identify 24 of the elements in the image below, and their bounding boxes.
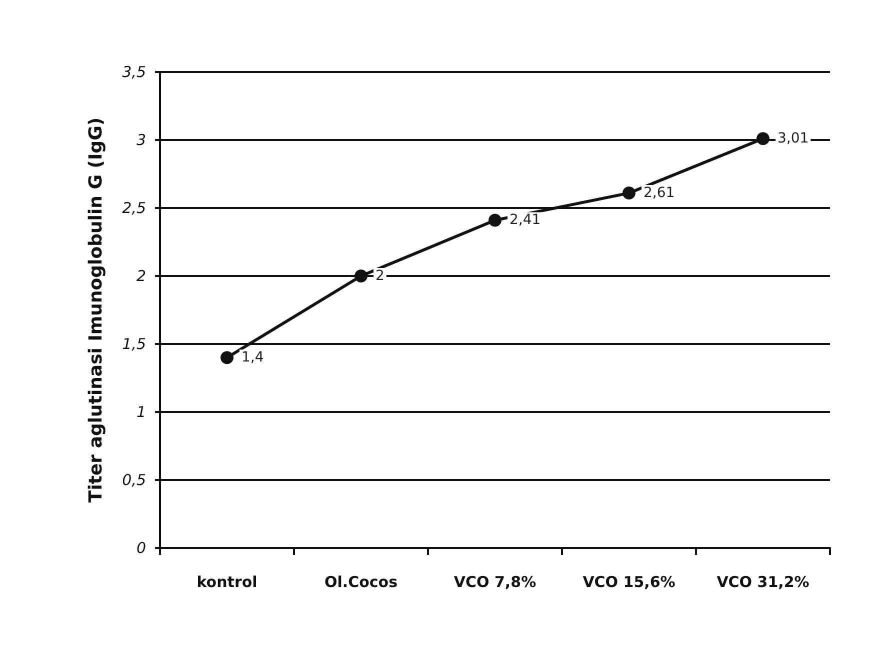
point: [622, 186, 636, 200]
y-tick-label: 3,5: [122, 63, 146, 81]
y-tick-label: 1,5: [122, 335, 146, 353]
point: [220, 351, 234, 364]
data-label: 2,61: [644, 185, 675, 202]
y-tick-label: 0,5: [122, 471, 146, 489]
point: [354, 270, 368, 282]
y-tick-label: 3: [136, 131, 146, 149]
y-tick-label: 2,5: [122, 199, 146, 217]
data-label: 2,41: [510, 212, 541, 228]
x-tick-label: VCO 15,6%: [582, 573, 676, 591]
y-tick-label: 2: [136, 267, 146, 285]
x-tick-label: kontrol: [196, 573, 258, 591]
point: [488, 214, 502, 227]
data-label: 3,01: [778, 130, 809, 147]
x-tick-label: VCO 7,8%: [454, 573, 536, 591]
data-label: 2: [376, 268, 384, 284]
x-tick-label: VCO 31,2%: [716, 573, 810, 591]
x-tick-label: Ol.Cocos: [324, 573, 398, 591]
y-tick-label: 1: [136, 403, 146, 421]
data-label: 1,4: [242, 350, 264, 366]
y-tick-label: 0: [136, 539, 146, 557]
point: [756, 132, 770, 146]
y-axis-title: Titer aglutinasi Imunoglobulin G (IgG): [86, 117, 106, 503]
